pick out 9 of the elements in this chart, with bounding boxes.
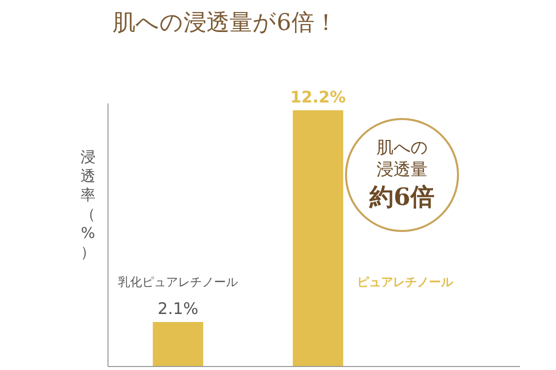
data-label: 2.1% [158, 299, 198, 318]
annotation: 肌への [376, 137, 428, 159]
chart-title: 肌への浸透量が6倍！ [112, 9, 338, 38]
y-axis-title: 浸透率（%） [80, 148, 96, 262]
data-label: 12.2% [290, 87, 346, 106]
annotation: 浸透量 [376, 159, 428, 181]
x-tick-label: ピュアレチノール [357, 275, 454, 290]
annotation: 約6倍 [370, 181, 434, 213]
x-tick-label: 乳化ピュアレチノール [118, 275, 238, 290]
